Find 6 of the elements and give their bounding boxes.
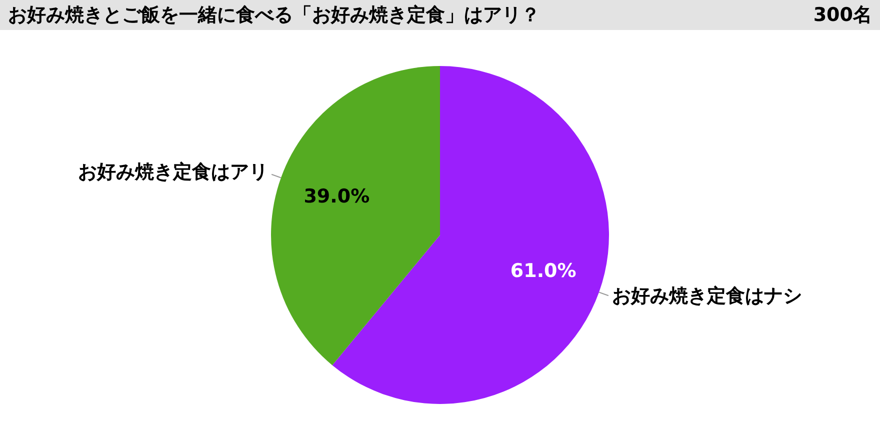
text: 300名 xyxy=(813,3,872,28)
chart-title: お好み焼きとご飯を一緒に食べる「お好み焼き定食」はアリ？ xyxy=(8,3,540,28)
data-label: 61.0% xyxy=(510,260,576,282)
slice-label: お好み焼き定食はアリ xyxy=(78,160,268,183)
slice-label: お好み焼き定食はナシ xyxy=(612,284,802,307)
data-label: 39.0% xyxy=(304,186,370,208)
